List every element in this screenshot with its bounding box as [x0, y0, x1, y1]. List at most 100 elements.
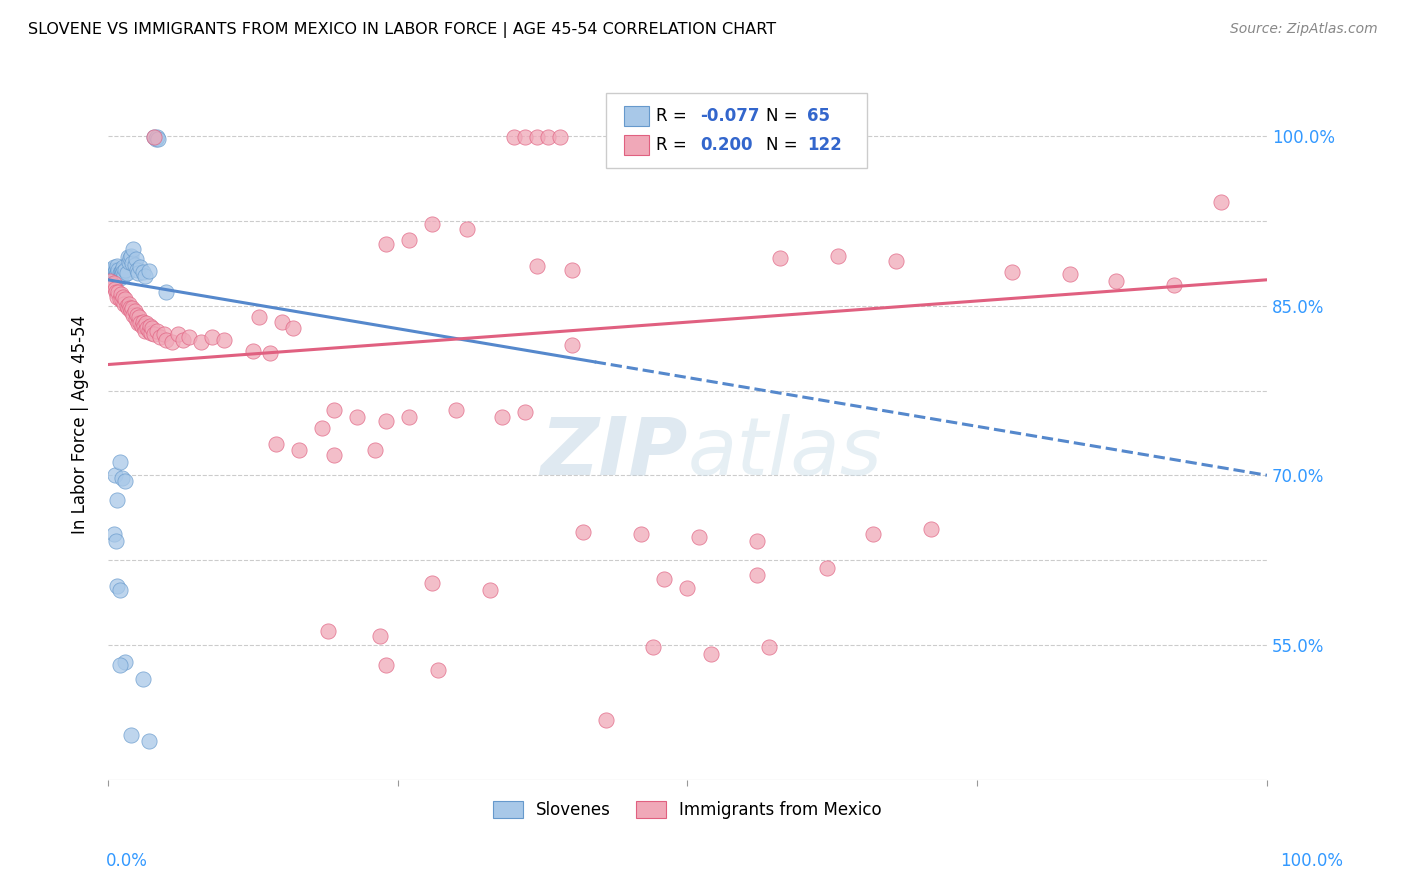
Point — [114, 262, 136, 277]
Point — [108, 292, 131, 306]
Point — [491, 409, 513, 424]
Point — [132, 672, 155, 686]
Point — [136, 321, 159, 335]
Bar — [624, 106, 650, 126]
Point — [105, 262, 128, 277]
Point — [132, 319, 155, 334]
Point — [311, 421, 333, 435]
Point — [745, 533, 768, 548]
Point — [572, 524, 595, 539]
Point — [283, 321, 305, 335]
Point — [104, 265, 127, 279]
Point — [1059, 267, 1081, 281]
Point — [114, 292, 136, 306]
Point — [827, 249, 849, 263]
Point — [100, 271, 122, 285]
Point — [105, 285, 128, 300]
Point — [111, 267, 134, 281]
Point — [630, 527, 652, 541]
Point — [114, 655, 136, 669]
Point — [166, 326, 188, 341]
Point — [121, 301, 143, 315]
Point — [117, 250, 139, 264]
Point — [155, 333, 177, 347]
Point — [117, 301, 139, 315]
Point — [316, 624, 339, 639]
Point — [247, 310, 270, 324]
Point — [120, 249, 142, 263]
Point — [561, 262, 583, 277]
Point — [139, 326, 162, 340]
Point — [103, 267, 125, 281]
Point — [515, 405, 537, 419]
Point — [270, 315, 292, 329]
Point — [427, 663, 450, 677]
Point — [152, 326, 174, 341]
Point — [862, 527, 884, 541]
Point — [676, 581, 699, 595]
Point — [1105, 274, 1128, 288]
Point — [134, 269, 156, 284]
Text: ZIP: ZIP — [540, 414, 688, 491]
Point — [652, 572, 675, 586]
Point — [120, 304, 142, 318]
Text: Source: ZipAtlas.com: Source: ZipAtlas.com — [1230, 22, 1378, 37]
Point — [595, 714, 617, 728]
Point — [145, 130, 167, 145]
Point — [115, 299, 138, 313]
Point — [118, 301, 141, 315]
Point — [561, 338, 583, 352]
Text: 122: 122 — [807, 136, 842, 153]
Point — [110, 287, 132, 301]
Point — [112, 296, 135, 310]
Point — [242, 343, 264, 358]
Point — [125, 308, 148, 322]
Point — [146, 131, 169, 145]
Point — [138, 733, 160, 747]
Point — [138, 264, 160, 278]
Point — [104, 269, 127, 284]
Point — [132, 315, 155, 329]
Point — [259, 346, 281, 360]
Point — [105, 493, 128, 508]
Point — [134, 324, 156, 338]
Point — [125, 312, 148, 326]
Point — [190, 334, 212, 349]
Point — [98, 274, 121, 288]
Point — [172, 333, 194, 347]
Point — [108, 455, 131, 469]
Point — [125, 262, 148, 277]
Point — [131, 319, 153, 334]
Point — [97, 267, 120, 281]
Point — [129, 316, 152, 330]
Point — [122, 308, 145, 322]
Point — [548, 130, 571, 145]
Point — [100, 267, 122, 281]
Point — [370, 629, 392, 643]
Point — [160, 334, 183, 349]
Point — [375, 658, 398, 673]
Point — [155, 285, 177, 300]
Point — [526, 130, 548, 145]
Point — [128, 310, 150, 324]
Text: SLOVENE VS IMMIGRANTS FROM MEXICO IN LABOR FORCE | AGE 45-54 CORRELATION CHART: SLOVENE VS IMMIGRANTS FROM MEXICO IN LAB… — [28, 22, 776, 38]
Point — [122, 242, 145, 256]
Point — [132, 265, 155, 279]
Point — [118, 252, 141, 266]
Point — [125, 252, 148, 267]
Point — [641, 640, 664, 654]
Point — [127, 316, 149, 330]
Point — [1001, 265, 1024, 279]
Text: R =: R = — [657, 136, 692, 153]
Point — [884, 253, 907, 268]
Point — [288, 443, 311, 458]
Point — [758, 640, 780, 654]
Point — [103, 527, 125, 541]
Point — [108, 583, 131, 598]
FancyBboxPatch shape — [606, 94, 868, 169]
Legend: Slovenes, Immigrants from Mexico: Slovenes, Immigrants from Mexico — [486, 794, 889, 825]
Point — [179, 330, 201, 344]
Text: -0.077: -0.077 — [700, 107, 759, 125]
Point — [121, 256, 143, 270]
Point — [98, 274, 121, 288]
